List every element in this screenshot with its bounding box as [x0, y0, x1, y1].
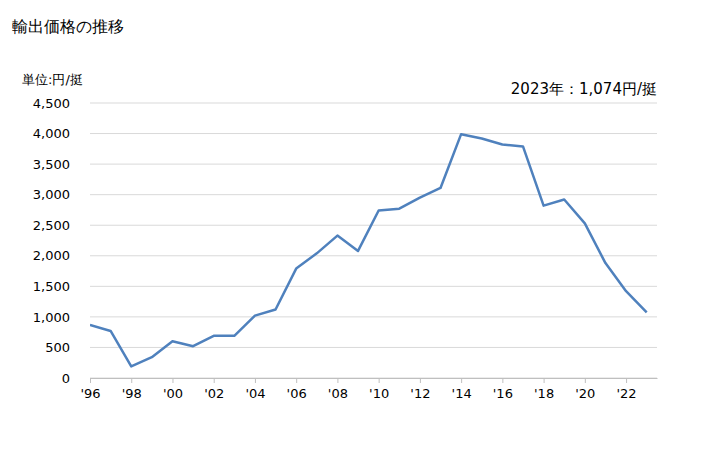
x-tick: '10 [369, 378, 389, 401]
grid-line [90, 225, 657, 226]
y-axis: 0 500 1,000 1,500 2,000 2,500 3,000 3,500 4,000 4… [33, 96, 91, 386]
x-tick-label: '12 [410, 386, 430, 401]
y-axis-line [90, 104, 91, 379]
y-tick: 3,000 [33, 187, 90, 202]
y-tick: 0 [62, 371, 90, 386]
x-tick-mark [255, 378, 256, 383]
x-tick-label: '18 [534, 386, 554, 401]
x-tick-label: '04 [245, 386, 265, 401]
grid-line [90, 286, 657, 287]
x-tick: '02 [204, 378, 224, 401]
y-tick: 2,000 [33, 248, 90, 263]
x-tick: '16 [493, 378, 513, 401]
chart: 輸出価格の推移単位:円/挺 2023年：1,074円/挺 0 500 1,000 1,50… [0, 0, 728, 450]
x-tick-mark [90, 378, 91, 383]
x-tick-label: '06 [287, 386, 307, 401]
y-tick: 500 [45, 340, 90, 355]
y-tick-label: 3,000 [33, 187, 70, 202]
x-tick-label: '10 [369, 386, 389, 401]
x-tick-mark [502, 378, 503, 383]
grid [90, 103, 657, 378]
x-tick-label: '16 [493, 386, 513, 401]
x-tick-mark [379, 378, 380, 383]
x-tick-mark [461, 378, 462, 383]
x-tick: '22 [617, 378, 637, 401]
y-tick: 2,500 [33, 218, 90, 233]
plot-area [90, 134, 647, 366]
x-tick: '18 [534, 378, 554, 401]
x-tick: '14 [452, 378, 472, 401]
x-axis: '96 '98 '00 '02 '04 '06 '08 '10 '12 '14 '16 '18 '20 '… [80, 378, 657, 401]
y-tick: 4,500 [33, 96, 90, 111]
x-tick-mark [131, 378, 132, 383]
x-tick: '04 [245, 378, 265, 401]
x-tick-label: '22 [617, 386, 637, 401]
x-tick-label: '14 [452, 386, 472, 401]
x-tick: '98 [122, 378, 142, 401]
grid-line [90, 133, 657, 134]
x-tick-label: '00 [163, 386, 183, 401]
x-tick-mark [544, 378, 545, 383]
price-line [90, 134, 647, 366]
y-tick-label: 3,500 [33, 157, 70, 172]
title: 輸出価格の推移 [12, 17, 124, 36]
y-tick: 1,500 [33, 279, 90, 294]
y-tick: 3,500 [33, 157, 90, 172]
grid-line [90, 378, 657, 379]
x-axis-line [91, 378, 658, 379]
x-tick-mark [420, 378, 421, 383]
grid-line [90, 194, 657, 195]
y-tick-label: 1,000 [33, 310, 70, 325]
annotation: 2023年：1,074円/挺 [511, 80, 657, 98]
grid-line [90, 347, 657, 348]
y-tick-label: 500 [45, 340, 70, 355]
x-tick-label: '20 [575, 386, 595, 401]
x-tick-mark [296, 378, 297, 383]
x-tick: '08 [328, 378, 348, 401]
y-tick-label: 4,000 [33, 126, 70, 141]
x-tick-mark [585, 378, 586, 383]
grid-line [90, 164, 657, 165]
x-tick: '96 [80, 378, 100, 401]
x-tick-label: '98 [122, 386, 142, 401]
y-tick-label: 2,500 [33, 218, 70, 233]
y-tick: 1,000 [33, 310, 90, 325]
y-tick-label: 0 [62, 371, 70, 386]
grid-line [90, 255, 657, 256]
y-label: 単位:円/挺 [22, 72, 83, 87]
x-tick-mark [214, 378, 215, 383]
x-tick-mark [626, 378, 627, 383]
x-tick-label: '02 [204, 386, 224, 401]
x-tick-mark [172, 378, 173, 383]
grid-line [90, 103, 657, 104]
x-tick: '06 [287, 378, 307, 401]
y-tick: 4,000 [33, 126, 90, 141]
x-tick: '12 [410, 378, 430, 401]
y-tick-label: 1,500 [33, 279, 70, 294]
x-tick: '00 [163, 378, 183, 401]
x-tick-mark [337, 378, 338, 383]
x-tick: '20 [575, 378, 595, 401]
grid-line [90, 316, 657, 317]
x-tick-label: '08 [328, 386, 348, 401]
x-tick-label: '96 [80, 386, 100, 401]
y-tick-label: 2,000 [33, 248, 70, 263]
y-tick-label: 4,500 [33, 96, 70, 111]
